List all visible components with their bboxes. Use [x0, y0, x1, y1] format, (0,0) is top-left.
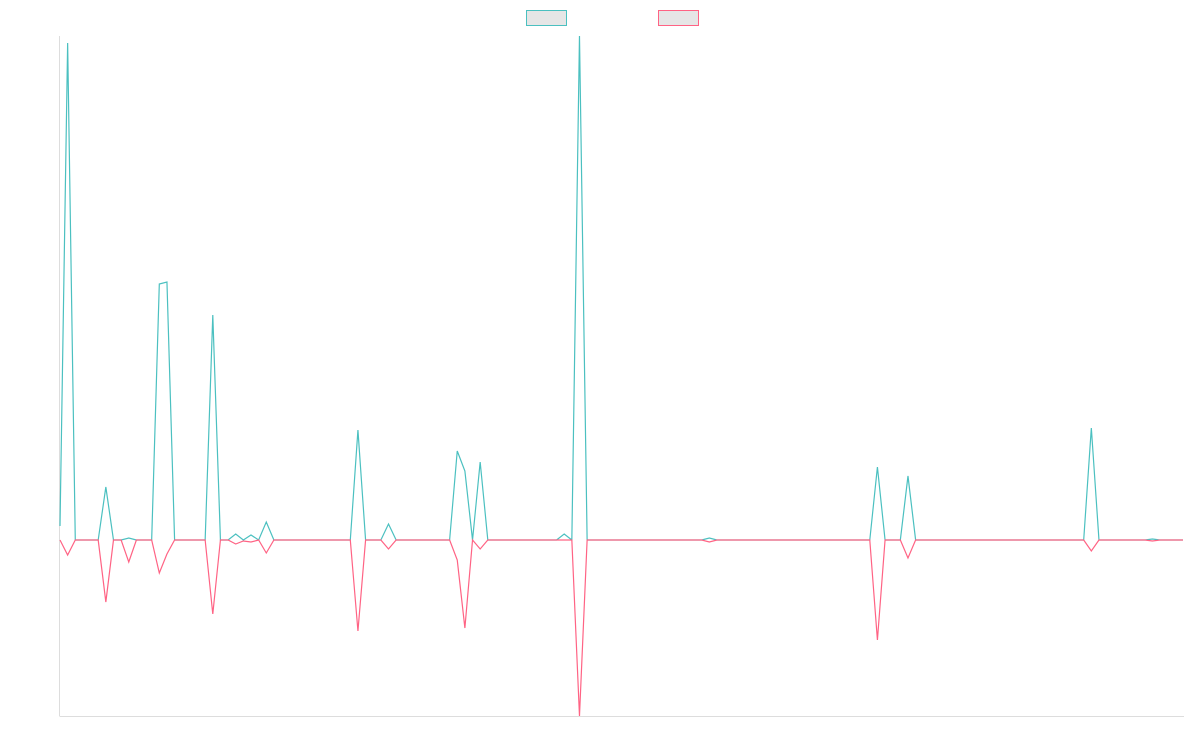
- legend-swatch[interactable]: [658, 10, 699, 26]
- series-line: [59, 35, 1183, 542]
- legend-swatch[interactable]: [526, 10, 567, 26]
- series-line: [59, 538, 1183, 717]
